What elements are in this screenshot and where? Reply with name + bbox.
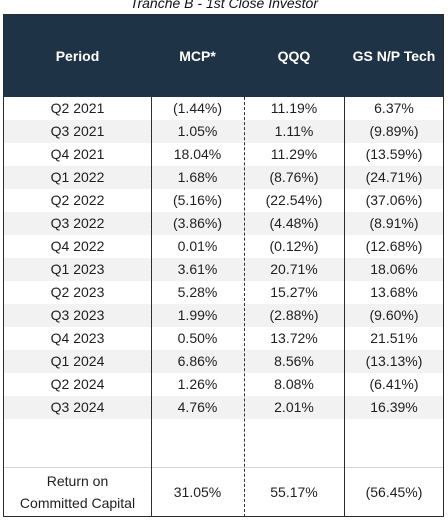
mcp-cell: (1.44%): [172, 100, 223, 116]
gs-np-tech-cell: (12.68%): [365, 238, 423, 254]
qqq-cell: (8.76%): [269, 169, 319, 185]
total-divider: [4, 467, 443, 468]
header-period: Period: [55, 48, 100, 64]
period-cell: Q4 2022: [50, 238, 105, 254]
table-row: Q4 2023 0.50% 13.72% 21.51%: [4, 327, 443, 350]
gs-np-tech-cell: (6.41%): [369, 376, 419, 392]
mcp-cell: 1.99%: [177, 307, 218, 323]
period-cell: Q1 2023: [50, 261, 105, 277]
gs-np-tech-cell: 18.06%: [370, 261, 418, 277]
mcp-cell: 1.05%: [177, 123, 218, 139]
period-cell: Q3 2021: [50, 123, 105, 139]
mcp-cell: (3.86%): [172, 215, 223, 231]
qqq-cell: 2.01%: [274, 399, 314, 415]
qqq-cell: (2.88%): [269, 307, 319, 323]
gs-np-tech-cell: 16.39%: [370, 399, 418, 415]
mcp-cell: 4.76%: [177, 399, 218, 415]
gs-np-tech-cell: 13.68%: [370, 284, 418, 300]
gs-np-tech-cell: (13.13%): [365, 353, 423, 369]
qqq-cell: 8.08%: [274, 376, 314, 392]
period-cell: Q2 2022: [50, 192, 105, 208]
mcp-dashed-border-right: [244, 97, 245, 517]
table-row: Q2 2021 (1.44%) 11.19% 6.37%: [4, 97, 443, 120]
gs-np-tech-cell: 21.51%: [370, 330, 418, 346]
mcp-cell: 3.61%: [177, 261, 218, 277]
qqq-cell: (4.48%): [269, 215, 319, 231]
qqq-cell: (22.54%): [265, 192, 323, 208]
total-label-line1: Return on: [46, 473, 109, 489]
period-cell: Q3 2022: [50, 215, 105, 231]
mcp-cell: 6.86%: [177, 353, 218, 369]
total-label: Return on Committed Capital: [4, 467, 151, 517]
mcp-cell: 18.04%: [173, 146, 222, 162]
gs-np-tech-cell: (9.60%): [369, 307, 419, 323]
table-row: [4, 419, 443, 442]
qqq-cell: (0.12%): [269, 238, 319, 254]
total-gs-np-tech: (56.45%): [365, 484, 423, 500]
header-gs-np-tech: GS N/P Tech: [352, 48, 436, 64]
period-cell: Q3 2023: [50, 307, 105, 323]
total-row: Return on Committed Capital 31.05% 55.17…: [4, 467, 443, 517]
header-qqq: QQQ: [277, 48, 311, 64]
qqq-cell: 8.56%: [274, 353, 314, 369]
qqq-cell: 1.11%: [274, 123, 314, 139]
table-header: Period MCP* QQQ GS N/P Tech: [4, 15, 443, 97]
period-cell: Q2 2023: [50, 284, 105, 300]
column-divider-3: [344, 97, 345, 517]
mcp-cell: 0.50%: [177, 330, 218, 346]
qqq-cell: 20.71%: [270, 261, 318, 277]
gs-np-tech-cell: 6.37%: [374, 100, 414, 116]
period-cell: Q1 2024: [50, 353, 105, 369]
gs-np-tech-cell: (9.89%): [369, 123, 419, 139]
mcp-cell: 1.68%: [177, 169, 218, 185]
period-cell: Q1 2022: [50, 169, 105, 185]
table-row: Q3 2023 1.99% (2.88%) (9.60%): [4, 304, 443, 327]
gs-np-tech-cell: (37.06%): [365, 192, 423, 208]
table-title: Tranche B - 1st Close Investor: [129, 0, 319, 11]
table-row: Q2 2023 5.28% 15.27% 13.68%: [4, 281, 443, 304]
total-label-line2: Committed Capital: [19, 495, 136, 511]
mcp-cell: 1.26%: [177, 376, 218, 392]
header-mcp: MCP*: [179, 48, 216, 64]
gs-np-tech-cell: (8.91%): [369, 215, 419, 231]
table-row: Q1 2023 3.61% 20.71% 18.06%: [4, 258, 443, 281]
mcp-cell: 0.01%: [177, 238, 218, 254]
mcp-cell: (5.16%): [172, 192, 223, 208]
qqq-cell: 13.72%: [270, 330, 318, 346]
table-row: Q2 2024 1.26% 8.08% (6.41%): [4, 373, 443, 396]
table-row: Q3 2022 (3.86%) (4.48%) (8.91%): [4, 212, 443, 235]
qqq-cell: 15.27%: [270, 284, 318, 300]
period-cell: Q4 2021: [50, 146, 105, 162]
table-row: Q1 2022 1.68% (8.76%) (24.71%): [4, 166, 443, 189]
total-mcp: 31.05%: [173, 484, 222, 500]
table-row: Q3 2024 4.76% 2.01% 16.39%: [4, 396, 443, 419]
mcp-cell: 5.28%: [177, 284, 218, 300]
table-row: Q3 2021 1.05% 1.11% (9.89%): [4, 120, 443, 143]
table-row: Q4 2022 0.01% (0.12%) (12.68%): [4, 235, 443, 258]
qqq-cell: 11.29%: [270, 146, 318, 162]
period-cell: Q4 2023: [50, 330, 105, 346]
mcp-dashed-border-left: [151, 97, 152, 517]
gs-np-tech-cell: (24.71%): [365, 169, 423, 185]
table-row: Q1 2024 6.86% 8.56% (13.13%): [4, 350, 443, 373]
returns-table: Period MCP* QQQ GS N/P Tech Q2 2021 (1.44…: [3, 14, 444, 517]
table-row: Q4 2021 18.04% 11.29% (13.59%): [4, 143, 443, 166]
qqq-cell: 11.19%: [270, 100, 318, 116]
period-cell: Q2 2024: [50, 376, 105, 392]
period-cell: Q2 2021: [50, 100, 105, 116]
total-qqq: 55.17%: [270, 484, 318, 500]
table-row: Q2 2022 (5.16%) (22.54%) (37.06%): [4, 189, 443, 212]
gs-np-tech-cell: (13.59%): [365, 146, 423, 162]
period-cell: Q3 2024: [50, 399, 105, 415]
